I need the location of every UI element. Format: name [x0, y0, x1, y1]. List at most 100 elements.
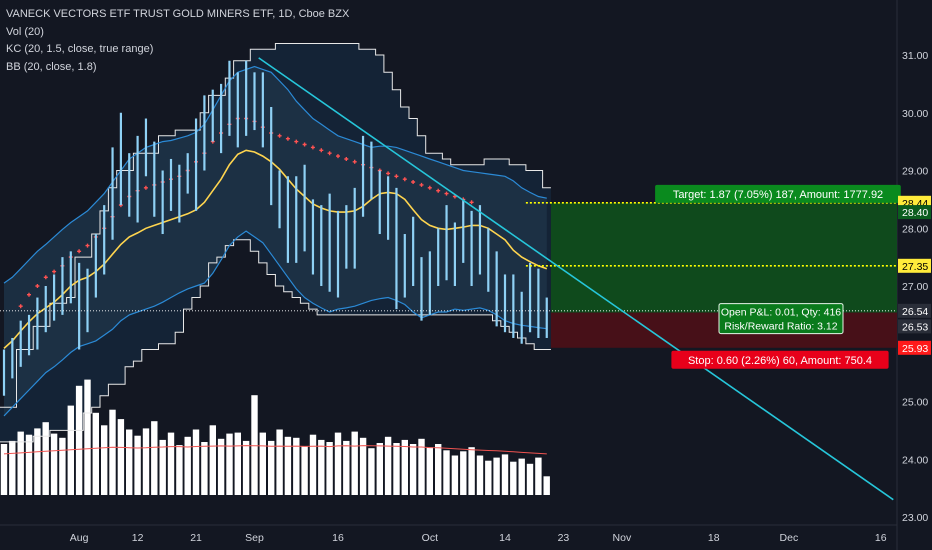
volume-bar	[126, 429, 133, 495]
volume-bar	[318, 439, 325, 495]
volume-bar	[142, 428, 150, 495]
bollinger-basis-line	[3, 149, 548, 349]
time-tick-label: Aug	[70, 532, 89, 544]
volume-bar	[326, 442, 333, 495]
volume-bar	[42, 422, 49, 495]
time-tick-label: 16	[875, 532, 887, 544]
volume-bar	[435, 444, 442, 495]
volume-bar	[109, 409, 116, 495]
volume-bar	[510, 461, 517, 495]
volume-bar	[359, 437, 367, 495]
price-badge-bg	[898, 258, 931, 273]
volume-bar	[309, 434, 317, 495]
keltner-mid-dot	[302, 142, 307, 147]
volume-bar	[50, 433, 58, 495]
volume-bar	[201, 442, 208, 495]
volume-bar	[293, 437, 300, 495]
risk-reward-text: Risk/Reward Ratio: 3.12	[724, 321, 837, 333]
time-tick-label: Nov	[613, 532, 632, 544]
volume-bar	[543, 476, 550, 495]
volume-bar	[268, 440, 275, 495]
keltner-mid-dot	[27, 292, 31, 297]
keltner-mid-dot	[436, 188, 441, 193]
keltner-mid-dot	[344, 157, 349, 161]
volume-bar	[351, 431, 358, 495]
keltner-mid-dot	[285, 136, 290, 141]
keltner-mid-dot	[77, 249, 82, 254]
keltner-mid-dot	[427, 185, 432, 190]
keltner-mid-dot	[411, 180, 416, 184]
volume-bar	[343, 440, 350, 495]
keltner-mid-dot	[319, 148, 324, 153]
volume-bar	[0, 444, 8, 495]
keltner-mid-dot	[277, 133, 282, 138]
volume-bar	[384, 436, 392, 495]
volume-bar	[159, 439, 166, 495]
keltner-mid-dot	[394, 174, 399, 179]
volume-bar	[117, 419, 125, 495]
price-badge-text: 26.53	[902, 321, 928, 333]
volume-bar	[476, 455, 484, 495]
time-tick-label: Oct	[422, 532, 438, 544]
target-label: Target: 1.87 (7.05%) 187, Amount: 1777.9…	[655, 184, 901, 203]
time-tick-label: Dec	[780, 532, 799, 544]
volume-bar	[75, 385, 83, 495]
volume-bar	[176, 445, 183, 495]
volume-bar	[376, 443, 383, 495]
volume-bar	[209, 425, 216, 495]
volume-bar	[242, 440, 250, 495]
volume-bar	[468, 447, 475, 495]
price-tick-label: 27.00	[902, 281, 928, 293]
keltner-mid-dot	[327, 151, 332, 156]
volume-bar	[184, 436, 191, 495]
volume-bar	[217, 438, 225, 495]
volume-bar	[443, 450, 450, 495]
volume-bar	[451, 455, 459, 495]
bollinger-upper-line	[3, 65, 547, 284]
volume-bar	[518, 458, 525, 495]
price-badge: 27.35	[898, 258, 931, 273]
volume-bar	[25, 434, 33, 495]
volume-bar	[493, 457, 500, 495]
volume-bar	[251, 395, 258, 495]
pnl-text: Open P&L: 0.01, Qty: 416	[721, 307, 841, 319]
price-badge: 25.93	[898, 340, 931, 355]
volume-bar	[84, 379, 91, 495]
price-tick-label: 31.00	[902, 50, 928, 62]
volume-bar	[234, 432, 241, 495]
volume-bar	[192, 429, 200, 495]
price-tick-label: 25.00	[902, 397, 928, 409]
volume-bar	[418, 438, 425, 495]
pnl-label-bg	[718, 303, 844, 335]
price-badge-bg	[898, 319, 931, 334]
stop-label-text: Stop: 0.60 (2.26%) 60, Amount: 750.4	[688, 355, 872, 367]
chart-legend: VANECK VECTORS ETF TRUST GOLD MINERS ETF…	[6, 6, 349, 76]
target-label-text: Target: 1.87 (7.05%) 187, Amount: 1777.9…	[673, 189, 883, 201]
price-badge: 28.40	[898, 205, 931, 220]
price-badge: 26.53	[898, 319, 931, 334]
symbol-title: VANECK VECTORS ETF TRUST GOLD MINERS ETF…	[6, 8, 350, 20]
price-badge-bg	[898, 303, 931, 318]
volume-bar	[426, 447, 433, 495]
volume-bar	[226, 433, 233, 495]
volume-bar	[276, 429, 283, 495]
volume-bar	[334, 432, 342, 495]
keltner-mid-dot	[85, 243, 90, 248]
stop-label: Stop: 0.60 (2.26%) 60, Amount: 750.4	[671, 350, 889, 369]
volume-bar	[92, 412, 99, 495]
time-tick-label: 16	[332, 532, 344, 544]
volume-legend: Vol (20)	[6, 25, 44, 38]
volume-bar	[485, 460, 492, 495]
volume-bar	[301, 446, 308, 495]
bollinger-lower-line	[3, 230, 547, 417]
volume-bar	[284, 436, 292, 495]
time-tick-label: 14	[499, 532, 511, 544]
pnl-label: Open P&L: 0.01, Qty: 416 Risk/Reward Rati…	[718, 303, 844, 335]
price-tick-label: 23.00	[902, 512, 928, 524]
keltner-mid-dot	[294, 139, 299, 144]
target-zone	[550, 202, 897, 313]
price-tick-label: 29.00	[902, 166, 928, 178]
volume-bar	[34, 428, 41, 495]
volume-bar	[151, 421, 158, 495]
